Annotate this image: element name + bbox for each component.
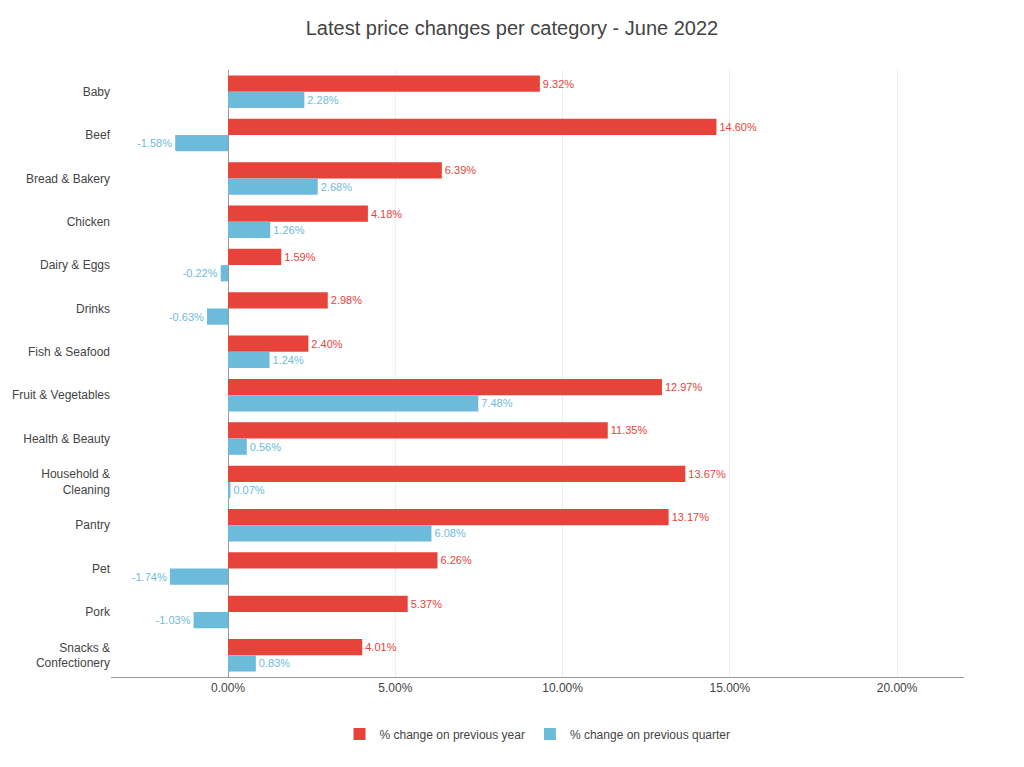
svg-text:5.37%: 5.37%: [411, 598, 442, 610]
svg-text:0.83%: 0.83%: [259, 657, 290, 669]
svg-text:Drinks: Drinks: [76, 302, 110, 316]
svg-text:12.97%: 12.97%: [665, 381, 703, 393]
svg-text:2.40%: 2.40%: [311, 338, 342, 350]
svg-text:% change on previous year: % change on previous year: [380, 728, 525, 742]
svg-text:2.28%: 2.28%: [307, 94, 338, 106]
svg-text:9.32%: 9.32%: [543, 78, 574, 90]
svg-text:1.26%: 1.26%: [273, 224, 304, 236]
svg-text:6.39%: 6.39%: [445, 164, 476, 176]
svg-text:5.00%: 5.00%: [378, 681, 412, 695]
svg-text:Health & Beauty: Health & Beauty: [23, 432, 110, 446]
svg-text:-1.58%: -1.58%: [137, 137, 172, 149]
svg-text:0.00%: 0.00%: [211, 681, 245, 695]
svg-text:Latest price changes per categ: Latest price changes per category - June…: [306, 17, 718, 39]
svg-text:13.67%: 13.67%: [688, 468, 726, 480]
svg-text:Beef: Beef: [85, 128, 110, 142]
svg-text:6.08%: 6.08%: [434, 527, 465, 539]
svg-text:Bread & Bakery: Bread & Bakery: [26, 172, 110, 186]
svg-text:-1.74%: -1.74%: [132, 571, 167, 583]
svg-text:Household &Cleaning: Household &Cleaning: [41, 467, 110, 497]
svg-text:10.00%: 10.00%: [542, 681, 583, 695]
svg-text:2.98%: 2.98%: [331, 294, 362, 306]
svg-text:Fruit & Vegetables: Fruit & Vegetables: [12, 388, 110, 402]
svg-text:Snacks &Confectionery: Snacks &Confectionery: [36, 641, 110, 671]
svg-text:Dairy & Eggs: Dairy & Eggs: [40, 258, 110, 272]
svg-text:11.35%: 11.35%: [611, 424, 648, 436]
svg-text:2.68%: 2.68%: [321, 181, 352, 193]
svg-text:Fish & Seafood: Fish & Seafood: [28, 345, 110, 359]
svg-text:Chicken: Chicken: [67, 215, 110, 229]
svg-text:-1.03%: -1.03%: [156, 614, 191, 626]
svg-text:15.00%: 15.00%: [709, 681, 750, 695]
svg-text:Pantry: Pantry: [75, 518, 110, 532]
svg-text:4.18%: 4.18%: [371, 208, 402, 220]
svg-text:-0.22%: -0.22%: [183, 267, 218, 279]
svg-text:Baby: Baby: [83, 85, 110, 99]
svg-text:1.24%: 1.24%: [273, 354, 304, 366]
svg-text:20.00%: 20.00%: [877, 681, 918, 695]
svg-text:14.60%: 14.60%: [719, 121, 757, 133]
svg-text:-0.63%: -0.63%: [169, 311, 204, 323]
svg-text:Pork: Pork: [85, 605, 111, 619]
svg-text:Pet: Pet: [92, 562, 111, 576]
svg-text:4.01%: 4.01%: [365, 641, 396, 653]
svg-text:1.59%: 1.59%: [284, 251, 315, 263]
svg-text:0.56%: 0.56%: [250, 441, 281, 453]
svg-text:% change on previous quarter: % change on previous quarter: [570, 728, 730, 742]
svg-text:0.07%: 0.07%: [233, 484, 264, 496]
svg-text:7.48%: 7.48%: [481, 397, 512, 409]
svg-text:6.26%: 6.26%: [440, 554, 471, 566]
svg-text:13.17%: 13.17%: [672, 511, 710, 523]
